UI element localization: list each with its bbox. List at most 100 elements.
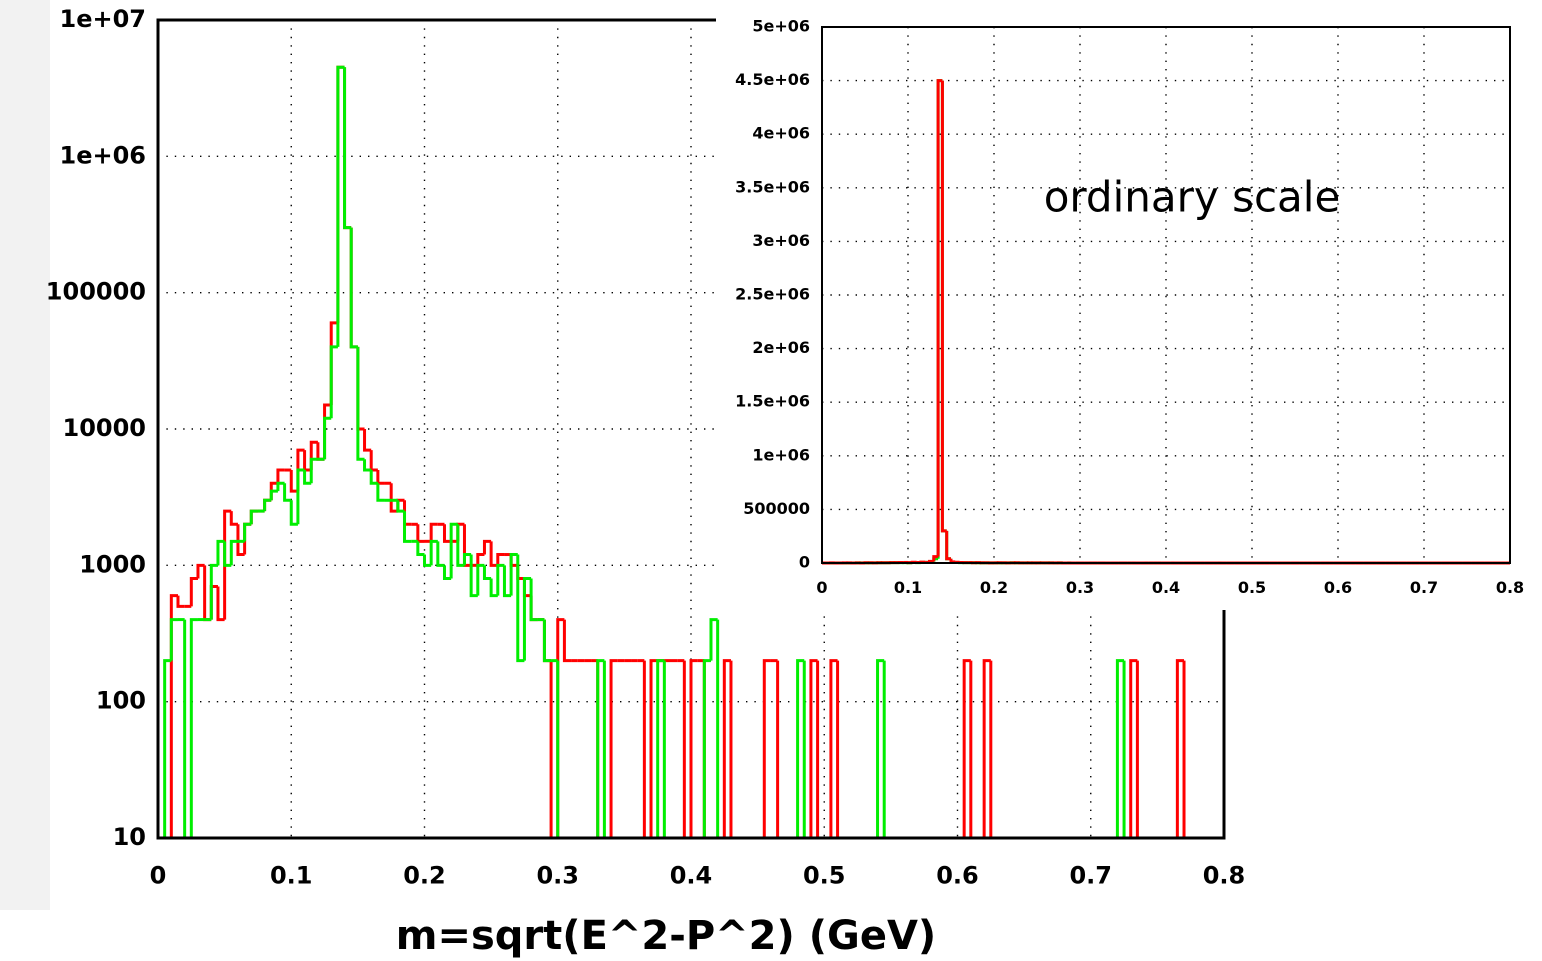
x-tick-label: 0.1 xyxy=(270,861,313,889)
histogram-bin xyxy=(263,498,272,512)
histogram-bin xyxy=(829,659,838,838)
histogram-bin xyxy=(343,67,352,230)
histogram-bin xyxy=(836,660,845,840)
x-tick-label: 0.4 xyxy=(1152,578,1180,597)
histogram-bin xyxy=(309,457,318,484)
histogram-bin xyxy=(596,659,605,838)
histogram-bin xyxy=(662,660,672,840)
histogram-bin xyxy=(649,659,658,838)
y-tick-label: 500000 xyxy=(743,499,810,518)
backdrop xyxy=(0,0,50,910)
histogram-bin xyxy=(1115,659,1125,838)
histogram-bin xyxy=(369,450,378,472)
histogram-bin xyxy=(462,553,472,566)
inset-panel: 0 500000 1e+06 1.5e+06 2e+06 2.5e+06 3e+06 3.5e… xyxy=(716,0,1542,610)
histogram-bin xyxy=(542,619,552,663)
x-tick-label: 0.8 xyxy=(1496,578,1524,597)
histogram-bin xyxy=(442,524,452,543)
histogram-bin xyxy=(243,522,252,542)
histogram-bin xyxy=(229,539,238,566)
y-tick-label: 1e+06 xyxy=(752,445,810,464)
y-tick-label: 2e+06 xyxy=(752,338,810,357)
histogram-bin xyxy=(882,660,891,840)
histogram-bin xyxy=(389,483,398,513)
histogram-bin xyxy=(436,541,445,567)
histogram-bin xyxy=(423,554,432,567)
histogram-bin xyxy=(962,659,971,838)
histogram-bin xyxy=(729,660,738,840)
histogram-bin xyxy=(416,524,425,543)
histogram-bin xyxy=(283,483,292,502)
histogram-bin xyxy=(363,429,372,452)
histogram-bin xyxy=(363,459,372,472)
histogram-bin xyxy=(249,509,258,525)
y-tick-label: 1.5e+06 xyxy=(735,392,810,411)
histogram-bin xyxy=(169,618,178,661)
histogram-bin xyxy=(189,618,198,838)
histogram-bin xyxy=(476,553,485,566)
y-tick-label: 2.5e+06 xyxy=(735,285,810,304)
histogram-bin xyxy=(816,660,825,840)
histogram-bin xyxy=(529,578,538,622)
histogram-bin xyxy=(356,346,365,461)
histogram-bin xyxy=(609,659,618,838)
histogram-bin xyxy=(516,554,525,663)
histogram-bin xyxy=(163,659,172,838)
histogram-bin xyxy=(429,522,438,542)
y-tick-label: 1e+06 xyxy=(60,141,146,169)
histogram-bin xyxy=(496,563,505,596)
y-tick-label: 1e+07 xyxy=(60,5,146,33)
x-tick-label: 0.1 xyxy=(894,578,922,597)
histogram-bin xyxy=(296,468,305,525)
histogram-bin xyxy=(509,553,518,596)
histogram-bin xyxy=(1135,660,1145,840)
x-tick-label: 0.2 xyxy=(980,578,1008,597)
y-tick-label: 3.5e+06 xyxy=(735,177,810,196)
y-tick-label: 0 xyxy=(799,553,810,572)
histogram-bin xyxy=(1182,660,1191,840)
histogram-bin xyxy=(496,553,505,566)
histogram-bin xyxy=(403,511,412,543)
histogram-bin xyxy=(442,565,452,581)
histogram-bin xyxy=(489,541,498,567)
histogram-bin xyxy=(276,468,285,484)
histogram-bin xyxy=(989,660,998,840)
x-tick-label: 0.7 xyxy=(1410,578,1438,597)
x-tick-label: 0 xyxy=(816,578,827,597)
histogram-bin xyxy=(709,618,718,661)
histogram-bin xyxy=(762,659,771,838)
histogram-bin xyxy=(229,511,238,526)
x-tick-label: 0.2 xyxy=(403,861,446,889)
histogram-bin xyxy=(982,659,991,838)
histogram-bin xyxy=(169,594,178,838)
x-tick-label: 0.7 xyxy=(1069,861,1112,889)
histogram-bin xyxy=(289,500,298,526)
histogram-bin xyxy=(969,660,978,840)
histogram-bin xyxy=(482,539,492,555)
histogram-bin xyxy=(482,565,492,581)
y-tick-label: 5e+06 xyxy=(752,17,810,36)
histogram-bin xyxy=(556,660,565,840)
histogram-bin xyxy=(376,483,385,502)
histogram-bin xyxy=(876,659,885,838)
histogram-bin xyxy=(276,481,285,492)
x-tick-label: 0.3 xyxy=(1066,578,1094,597)
x-tick-label: 0.3 xyxy=(536,861,579,889)
histogram-bin xyxy=(303,470,312,485)
histogram-bin xyxy=(396,500,405,513)
histogram-bin xyxy=(236,524,245,557)
x-tick-label: 0.5 xyxy=(803,861,846,889)
histogram-bin xyxy=(429,539,438,566)
histogram-bin xyxy=(209,563,218,620)
histogram-bin xyxy=(369,470,378,485)
histogram-bin xyxy=(196,563,205,579)
y-tick-label: 100 xyxy=(96,687,146,715)
y-tick-label: 10 xyxy=(113,823,146,851)
histogram-bin xyxy=(223,541,232,567)
histogram-bin xyxy=(776,660,785,840)
x-tick-label: 0.6 xyxy=(936,861,979,889)
histogram-bin xyxy=(189,577,198,607)
x-tick-label: 0.8 xyxy=(1203,861,1246,889)
